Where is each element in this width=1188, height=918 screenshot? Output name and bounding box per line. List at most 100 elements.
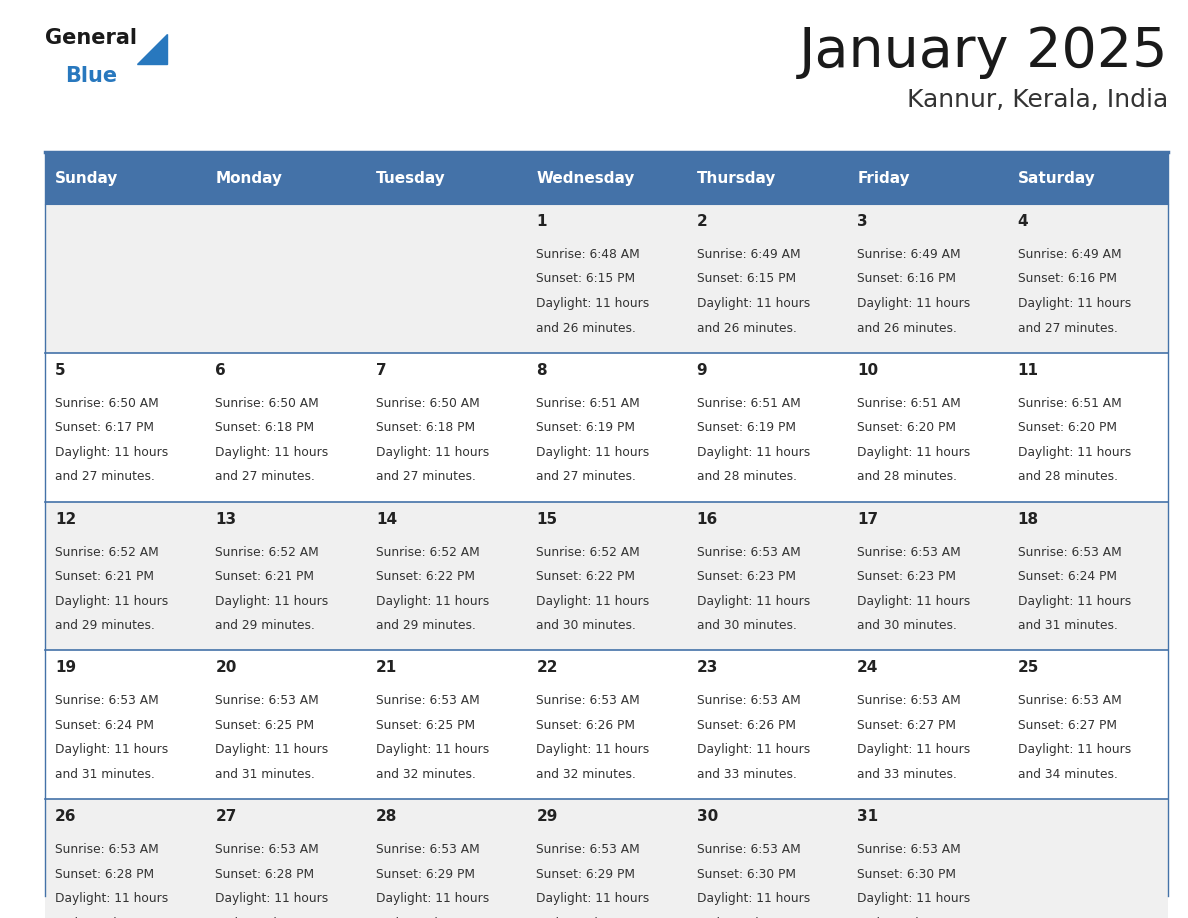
Text: Sunrise: 6:51 AM: Sunrise: 6:51 AM — [696, 397, 801, 409]
Text: Sunset: 6:22 PM: Sunset: 6:22 PM — [375, 570, 475, 583]
Bar — [206, 650, 366, 800]
Text: Thursday: Thursday — [696, 171, 776, 185]
Text: Sunset: 6:17 PM: Sunset: 6:17 PM — [55, 421, 154, 434]
Bar — [45, 353, 206, 501]
Text: Kannur, Kerala, India: Kannur, Kerala, India — [906, 88, 1168, 112]
Text: Sunrise: 6:52 AM: Sunrise: 6:52 AM — [215, 545, 320, 558]
Text: 12: 12 — [55, 511, 76, 527]
Text: Friday: Friday — [858, 171, 910, 185]
Text: Sunset: 6:15 PM: Sunset: 6:15 PM — [696, 273, 796, 285]
Text: Sunrise: 6:53 AM: Sunrise: 6:53 AM — [696, 545, 801, 558]
Text: Daylight: 11 hours: Daylight: 11 hours — [536, 595, 650, 608]
Bar — [1007, 152, 1168, 204]
Text: and 27 minutes.: and 27 minutes. — [375, 470, 475, 483]
Text: and 32 minutes.: and 32 minutes. — [375, 767, 475, 781]
Bar — [847, 353, 1007, 501]
Text: and 28 minutes.: and 28 minutes. — [1018, 470, 1118, 483]
Text: and 26 minutes.: and 26 minutes. — [536, 321, 636, 334]
Text: and 26 minutes.: and 26 minutes. — [858, 321, 958, 334]
Text: Sunset: 6:23 PM: Sunset: 6:23 PM — [696, 570, 796, 583]
Text: and 29 minutes.: and 29 minutes. — [55, 619, 154, 633]
Text: 27: 27 — [215, 809, 236, 824]
Text: Saturday: Saturday — [1018, 171, 1095, 185]
Bar — [45, 204, 206, 353]
Text: 7: 7 — [375, 363, 386, 378]
Text: Sunset: 6:28 PM: Sunset: 6:28 PM — [215, 868, 315, 880]
Text: and 28 minutes.: and 28 minutes. — [696, 470, 797, 483]
Bar — [687, 800, 847, 918]
Text: Sunset: 6:25 PM: Sunset: 6:25 PM — [215, 719, 315, 732]
Bar — [847, 501, 1007, 650]
Bar — [206, 353, 366, 501]
Text: and 33 minutes.: and 33 minutes. — [696, 767, 797, 781]
Text: Daylight: 11 hours: Daylight: 11 hours — [1018, 595, 1131, 608]
Text: Sunrise: 6:49 AM: Sunrise: 6:49 AM — [1018, 248, 1121, 261]
Bar — [687, 650, 847, 800]
Text: 15: 15 — [536, 511, 557, 527]
Text: 26: 26 — [55, 809, 76, 824]
Bar — [366, 152, 526, 204]
Bar — [366, 650, 526, 800]
Text: 31: 31 — [858, 809, 878, 824]
Text: 14: 14 — [375, 511, 397, 527]
Bar — [45, 501, 206, 650]
Text: Daylight: 11 hours: Daylight: 11 hours — [858, 595, 971, 608]
Text: and 35 minutes.: and 35 minutes. — [536, 917, 637, 918]
Bar — [526, 650, 687, 800]
Text: Sunset: 6:29 PM: Sunset: 6:29 PM — [536, 868, 636, 880]
Bar — [366, 204, 526, 353]
Text: Daylight: 11 hours: Daylight: 11 hours — [55, 595, 169, 608]
Text: Monday: Monday — [215, 171, 283, 185]
Text: Sunrise: 6:48 AM: Sunrise: 6:48 AM — [536, 248, 640, 261]
Text: and 27 minutes.: and 27 minutes. — [215, 470, 315, 483]
Text: Daylight: 11 hours: Daylight: 11 hours — [375, 446, 489, 459]
Text: Sunrise: 6:53 AM: Sunrise: 6:53 AM — [215, 694, 320, 708]
Text: Sunset: 6:27 PM: Sunset: 6:27 PM — [1018, 719, 1117, 732]
Text: Blue: Blue — [65, 66, 118, 86]
Text: 18: 18 — [1018, 511, 1038, 527]
Text: Daylight: 11 hours: Daylight: 11 hours — [1018, 446, 1131, 459]
Text: Daylight: 11 hours: Daylight: 11 hours — [1018, 297, 1131, 310]
Text: and 36 minutes.: and 36 minutes. — [696, 917, 797, 918]
Bar — [1007, 501, 1168, 650]
Text: and 34 minutes.: and 34 minutes. — [1018, 767, 1118, 781]
Bar — [847, 800, 1007, 918]
Text: and 31 minutes.: and 31 minutes. — [215, 767, 315, 781]
Text: 29: 29 — [536, 809, 557, 824]
Text: Sunrise: 6:53 AM: Sunrise: 6:53 AM — [375, 844, 480, 856]
Text: and 35 minutes.: and 35 minutes. — [215, 917, 316, 918]
Text: Sunrise: 6:50 AM: Sunrise: 6:50 AM — [375, 397, 480, 409]
Text: Daylight: 11 hours: Daylight: 11 hours — [536, 297, 650, 310]
Text: 4: 4 — [1018, 214, 1028, 229]
Text: Sunset: 6:24 PM: Sunset: 6:24 PM — [1018, 570, 1117, 583]
Text: Sunrise: 6:53 AM: Sunrise: 6:53 AM — [858, 545, 961, 558]
Bar — [526, 152, 687, 204]
Text: Sunset: 6:26 PM: Sunset: 6:26 PM — [696, 719, 796, 732]
Text: Sunrise: 6:51 AM: Sunrise: 6:51 AM — [858, 397, 961, 409]
Text: and 27 minutes.: and 27 minutes. — [55, 470, 154, 483]
Text: 24: 24 — [858, 660, 878, 676]
Text: 23: 23 — [696, 660, 718, 676]
Text: 30: 30 — [696, 809, 718, 824]
Text: Daylight: 11 hours: Daylight: 11 hours — [375, 892, 489, 905]
Bar — [45, 650, 206, 800]
Bar — [366, 501, 526, 650]
Bar — [1007, 353, 1168, 501]
Text: Sunrise: 6:53 AM: Sunrise: 6:53 AM — [696, 844, 801, 856]
Text: 17: 17 — [858, 511, 878, 527]
Text: Tuesday: Tuesday — [375, 171, 446, 185]
Bar — [687, 204, 847, 353]
Text: Daylight: 11 hours: Daylight: 11 hours — [1018, 744, 1131, 756]
Text: Daylight: 11 hours: Daylight: 11 hours — [215, 446, 329, 459]
Text: Sunset: 6:30 PM: Sunset: 6:30 PM — [858, 868, 956, 880]
Text: Daylight: 11 hours: Daylight: 11 hours — [696, 297, 810, 310]
Text: Sunrise: 6:50 AM: Sunrise: 6:50 AM — [215, 397, 320, 409]
Text: Sunset: 6:18 PM: Sunset: 6:18 PM — [215, 421, 315, 434]
Text: and 35 minutes.: and 35 minutes. — [375, 917, 476, 918]
Bar — [847, 650, 1007, 800]
Bar — [526, 800, 687, 918]
Text: and 33 minutes.: and 33 minutes. — [858, 767, 958, 781]
Bar — [847, 152, 1007, 204]
Bar — [1007, 650, 1168, 800]
Polygon shape — [137, 34, 168, 64]
